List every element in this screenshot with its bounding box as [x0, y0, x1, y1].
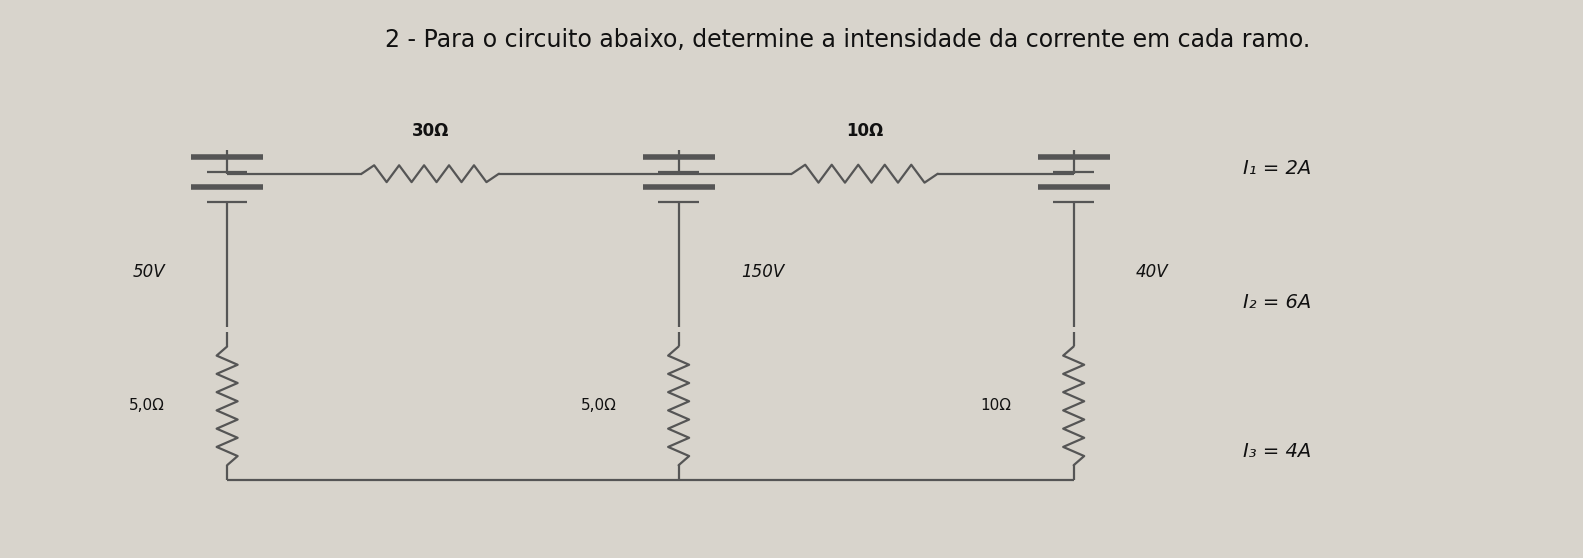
Text: 5,0Ω: 5,0Ω: [581, 398, 616, 413]
Text: 5,0Ω: 5,0Ω: [130, 398, 165, 413]
Text: 40V: 40V: [1135, 263, 1168, 281]
Text: 50V: 50V: [133, 263, 165, 281]
Text: 10Ω: 10Ω: [980, 398, 1012, 413]
Text: I₃ = 4A: I₃ = 4A: [1243, 442, 1311, 461]
Text: 2 - Para o circuito abaixo, determine a intensidade da corrente em cada ramo.: 2 - Para o circuito abaixo, determine a …: [385, 28, 1311, 52]
Text: 150V: 150V: [741, 263, 784, 281]
Text: 30Ω: 30Ω: [412, 122, 450, 140]
Text: 10Ω: 10Ω: [847, 122, 883, 140]
Text: I₁ = 2A: I₁ = 2A: [1243, 160, 1311, 179]
Text: I₂ = 6A: I₂ = 6A: [1243, 294, 1311, 312]
